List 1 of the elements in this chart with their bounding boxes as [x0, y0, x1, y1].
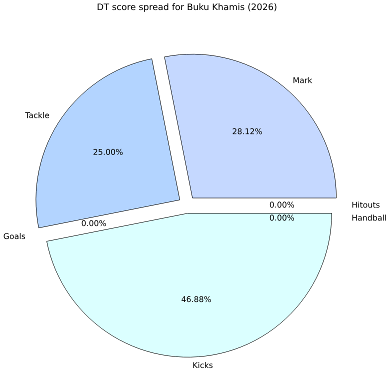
chart-title: DT score spread for Buku Khamis (2026)	[98, 3, 276, 12]
